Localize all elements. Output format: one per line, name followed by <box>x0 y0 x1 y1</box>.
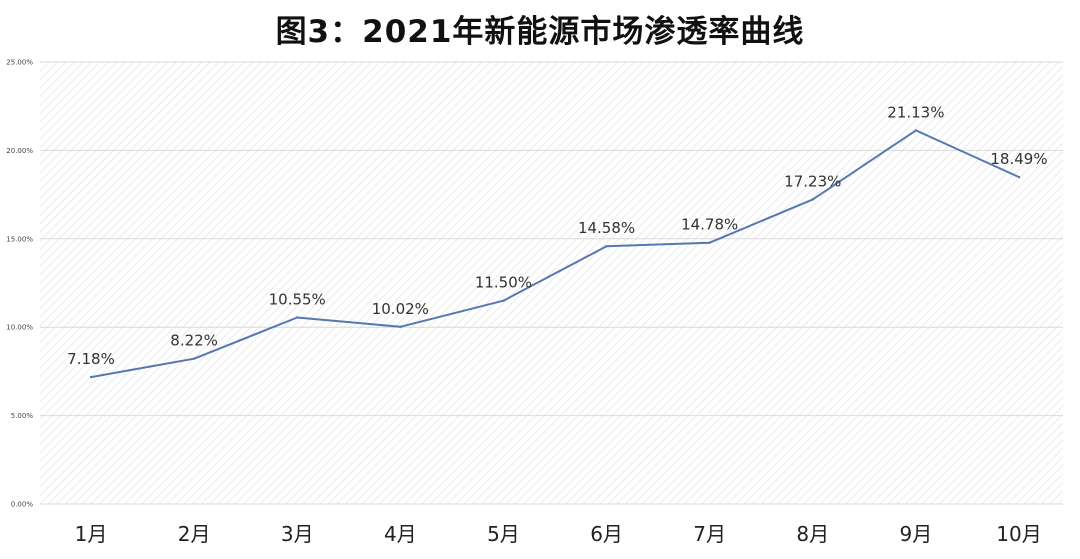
x-tick-label: 6月 <box>590 522 623 546</box>
data-label: 21.13% <box>887 103 944 121</box>
plot-area <box>40 62 1063 504</box>
data-point <box>89 375 93 379</box>
data-labels: 7.18% 8.22% 10.55% 10.02% 11.50% 14.58% 14.78%… <box>67 103 1047 368</box>
data-label: 18.49% <box>990 150 1047 168</box>
y-tick-label: 20.00% <box>6 147 33 155</box>
data-label: 11.50% <box>475 274 532 292</box>
data-point <box>708 241 711 244</box>
series-line <box>90 129 1020 379</box>
data-point <box>914 129 918 132</box>
data-label: 7.18% <box>67 350 115 368</box>
x-tick-label: 2月 <box>178 522 211 546</box>
y-tick-label: 0.00% <box>11 501 34 509</box>
x-tick-label: 9月 <box>900 522 933 546</box>
data-label: 10.02% <box>372 300 429 318</box>
x-axis: 1月 2月 3月 4月 5月 6月 7月 8月 9月 10月 <box>75 522 1042 546</box>
data-label: 10.55% <box>269 290 326 308</box>
data-label: 8.22% <box>170 332 218 350</box>
y-tick-label: 15.00% <box>6 235 33 243</box>
data-label: 17.23% <box>784 172 841 190</box>
data-point <box>192 357 196 360</box>
chart-title: 图3：2021年新能源市场渗透率曲线 <box>275 14 805 50</box>
x-tick-label: 3月 <box>281 522 314 546</box>
data-point <box>502 299 505 302</box>
y-axis: 0.00% 5.00% 10.00% 15.00% 20.00% 25.00% <box>6 59 33 509</box>
data-point <box>399 325 402 329</box>
data-label: 14.58% <box>578 219 635 237</box>
y-tick-label: 5.00% <box>11 412 34 420</box>
gridlines <box>40 61 1063 505</box>
data-point <box>811 198 814 201</box>
data-point <box>1017 175 1021 179</box>
y-tick-label: 10.00% <box>6 324 33 332</box>
x-tick-label: 4月 <box>384 522 417 546</box>
y-tick-label: 25.00% <box>6 59 33 67</box>
series-line-group <box>89 129 1021 379</box>
x-tick-label: 1月 <box>75 522 108 546</box>
x-tick-label: 10月 <box>996 522 1041 546</box>
x-tick-label: 5月 <box>487 522 520 546</box>
data-point <box>605 245 608 248</box>
x-tick-label: 8月 <box>796 522 829 546</box>
data-point <box>296 316 299 319</box>
data-label: 14.78% <box>681 216 738 234</box>
x-tick-label: 7月 <box>693 522 726 546</box>
